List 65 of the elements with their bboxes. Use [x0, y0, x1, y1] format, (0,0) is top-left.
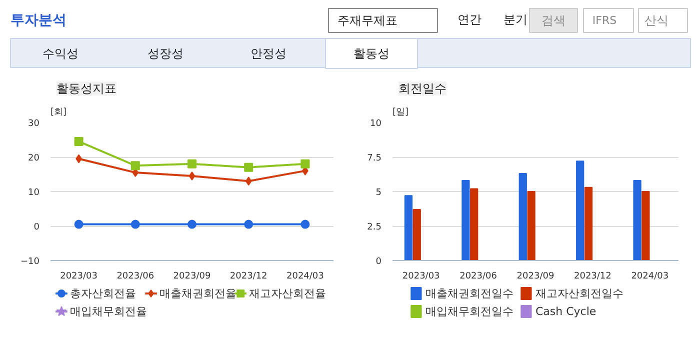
- y-tick-label: 30: [28, 119, 40, 129]
- legend-label: 재고자산회전율: [249, 287, 326, 300]
- point: [130, 161, 140, 170]
- text: 활동성: [354, 46, 390, 60]
- x-tick-label: 2023/06: [460, 272, 498, 282]
- point: [245, 176, 252, 186]
- text: 산식: [644, 14, 668, 28]
- bar: [404, 195, 413, 260]
- bar: [527, 191, 536, 260]
- bar: [470, 188, 478, 260]
- point: [188, 171, 196, 180]
- bar: [518, 173, 527, 260]
- x-tick-label: 2023/06: [116, 272, 154, 282]
- point: [300, 159, 310, 168]
- point: [244, 162, 254, 172]
- x-tick-label: 2023/09: [173, 272, 211, 282]
- y-tick-label: 10: [370, 119, 382, 129]
- bar: [642, 191, 650, 260]
- bar: [633, 180, 642, 260]
- y-axis-title: [일]: [392, 108, 409, 118]
- bar: [462, 180, 470, 260]
- point: [244, 220, 254, 229]
- legend-label: 매입채무회전율: [70, 305, 147, 318]
- x-tick-label: 2024/03: [631, 272, 669, 282]
- legend-label: 매출채권회전율: [159, 287, 236, 300]
- legend-label: 매출채권회전일수: [426, 287, 514, 300]
- x-tick-label: 2024/03: [286, 272, 324, 282]
- text: 분기: [504, 12, 528, 26]
- point: [130, 220, 140, 229]
- legend-label: 재고자산회전일수: [536, 287, 624, 300]
- y-tick-label: 20: [28, 154, 40, 164]
- x-tick-label: 2023/03: [402, 272, 440, 282]
- point: [188, 220, 196, 229]
- y-tick-label: 10: [28, 188, 40, 198]
- x-tick-label: 2023/12: [230, 272, 268, 282]
- y-tick-label: 0: [34, 222, 40, 232]
- text: 수익성: [42, 46, 78, 60]
- x-tick-label: 2023/09: [516, 272, 554, 282]
- text: 검색: [542, 14, 566, 28]
- bar: [584, 186, 593, 260]
- text: 연간: [458, 12, 482, 26]
- y-axis-title: [회]: [50, 108, 67, 118]
- y-tick-label: 7.5: [367, 154, 382, 164]
- y-tick-label: 5: [376, 188, 382, 198]
- text: 투자분석: [10, 12, 66, 28]
- y-tick-label: 2.5: [367, 222, 382, 232]
- x-tick-label: 2023/12: [574, 272, 612, 282]
- y-tick-label: −10: [20, 257, 40, 267]
- text: IFRS: [592, 14, 617, 27]
- point: [74, 220, 84, 229]
- legend-label: Cash Cycle: [536, 305, 596, 318]
- chart-title: 활동성지표: [56, 82, 116, 96]
- legend-label: 총자산회전율: [70, 287, 136, 300]
- bar: [412, 208, 421, 260]
- chart-title: 회전일수: [398, 82, 446, 96]
- point: [188, 159, 196, 168]
- point: [74, 136, 84, 146]
- legend-label: 매입채무회전일수: [426, 305, 514, 318]
- y-tick-label: 0: [376, 257, 382, 267]
- text: 성장성: [148, 46, 184, 60]
- x-tick-label: 2023/03: [60, 272, 98, 282]
- bar: [576, 160, 584, 260]
- text: 안정성: [250, 46, 286, 60]
- point: [300, 220, 310, 229]
- text: 주재무제표: [338, 14, 398, 28]
